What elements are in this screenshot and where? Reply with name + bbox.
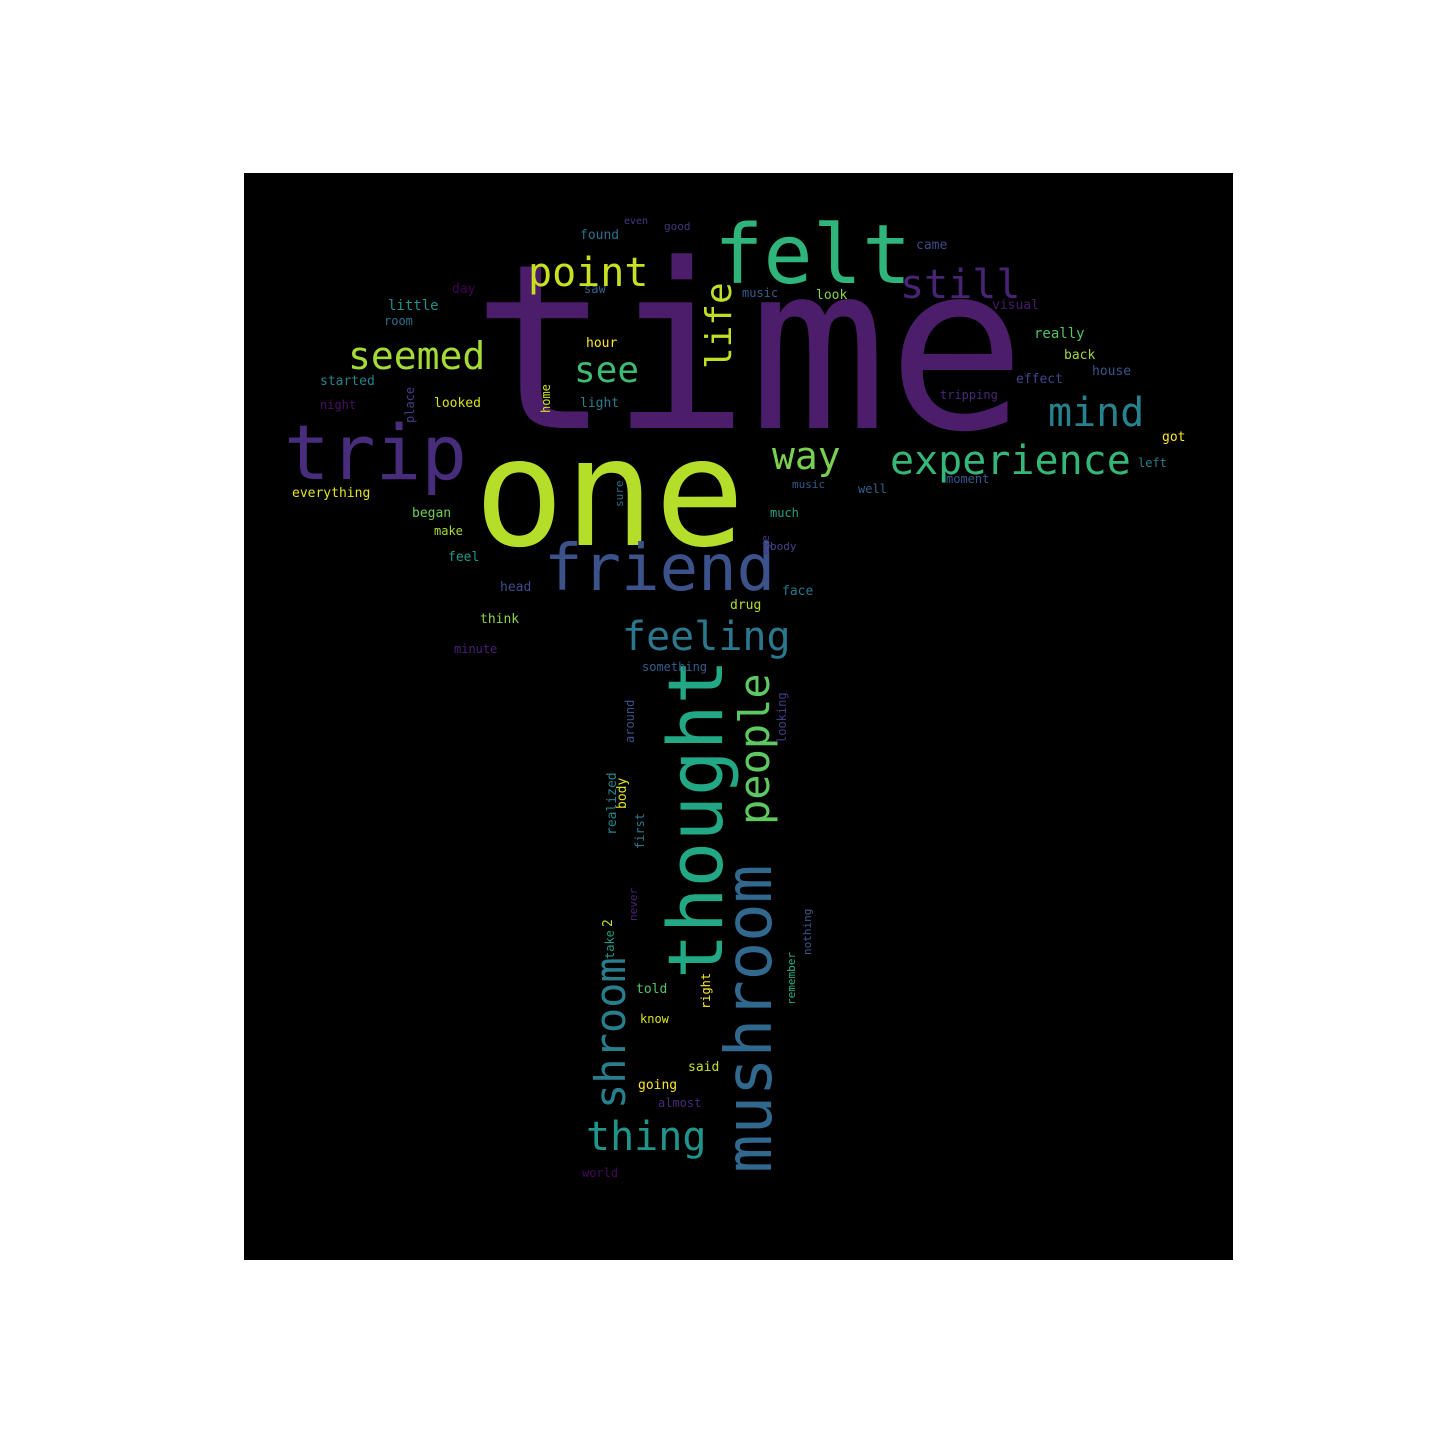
word-room: room [384,314,413,328]
word-trip: trip [284,408,468,497]
word-saw: saw [584,282,606,296]
word-face: face [782,584,814,599]
word-think: think [480,612,520,627]
word-got: got [1162,430,1186,445]
word-feel: feel [448,550,480,565]
word-hour: hour [586,336,618,351]
word-back: back [1064,348,1096,363]
word-came: came [916,238,948,253]
word-drug: drug [730,598,762,613]
word-much: much [770,506,799,520]
word-almost: almost [658,1096,702,1110]
word-place: place [403,386,417,423]
word-going: going [638,1078,678,1093]
word-eye: eye [759,535,772,555]
word-still: still [900,262,1021,308]
word-house: house [1092,364,1132,379]
word-friend: friend [544,532,776,606]
word-point: point [528,250,649,296]
word-moment: moment [946,472,990,486]
word-mushroom: mushroom [713,864,787,1173]
word-see: see [574,350,640,391]
word-looking: looking [775,692,789,743]
word-take: take [603,930,617,959]
word-head: head [500,580,532,595]
word-one: one [474,407,745,581]
word-remember: remember [785,952,798,1005]
word-began: began [412,506,452,521]
word-looked: looked [434,396,481,411]
word-thing: thing [586,1114,707,1160]
word-everything: everything [292,486,371,501]
word-make: make [434,524,463,538]
word-cloud-canvas: time one felt trip friend thought mushro… [244,173,1233,1260]
word-something: something [642,660,708,674]
word-really: really [1034,326,1085,342]
word-tripping: tripping [940,388,998,402]
word-realized: 2 [601,919,616,927]
word-little: little [388,298,439,314]
word-minute: minute [454,642,498,656]
word-never: never [627,887,640,921]
word-mind: mind [1048,390,1145,436]
word-home: home [539,384,553,413]
word-people: people [730,673,779,825]
word-well: well [858,482,887,496]
word-look: look [816,288,848,303]
word-experience: experience [890,438,1131,484]
word-right: right [699,972,713,1009]
word-around: around [623,699,637,743]
word-shroom: shroom [586,957,635,1109]
word-music: music [792,478,826,491]
word-know: know [640,1012,669,1026]
word-seemed: seemed [348,334,486,378]
word-day: day [452,282,476,297]
word-feeling: feeling [622,614,791,660]
word-body-top: body [770,540,797,553]
word-time: time [472,216,1026,483]
word-visual: visual [992,298,1039,313]
word-way: way [772,434,841,478]
word-said: said [688,1060,720,1075]
word-music-top: music [742,286,779,300]
word-started: started [320,374,375,389]
word-2: realized [605,772,620,835]
word-sure: sure [613,480,626,508]
word-told: told [636,982,668,997]
word-found: found [580,228,620,243]
word-life: life [699,282,740,369]
word-good: good [664,220,691,233]
word-felt: felt [714,208,912,303]
word-nothing: nothing [801,908,814,955]
word-effect: effect [1016,372,1063,387]
word-first: first [633,812,647,849]
word-light: light [580,396,620,411]
word-left: left [1138,456,1167,470]
word-world: world [582,1166,619,1180]
word-night: night [320,398,357,412]
word-even: even [624,216,649,227]
